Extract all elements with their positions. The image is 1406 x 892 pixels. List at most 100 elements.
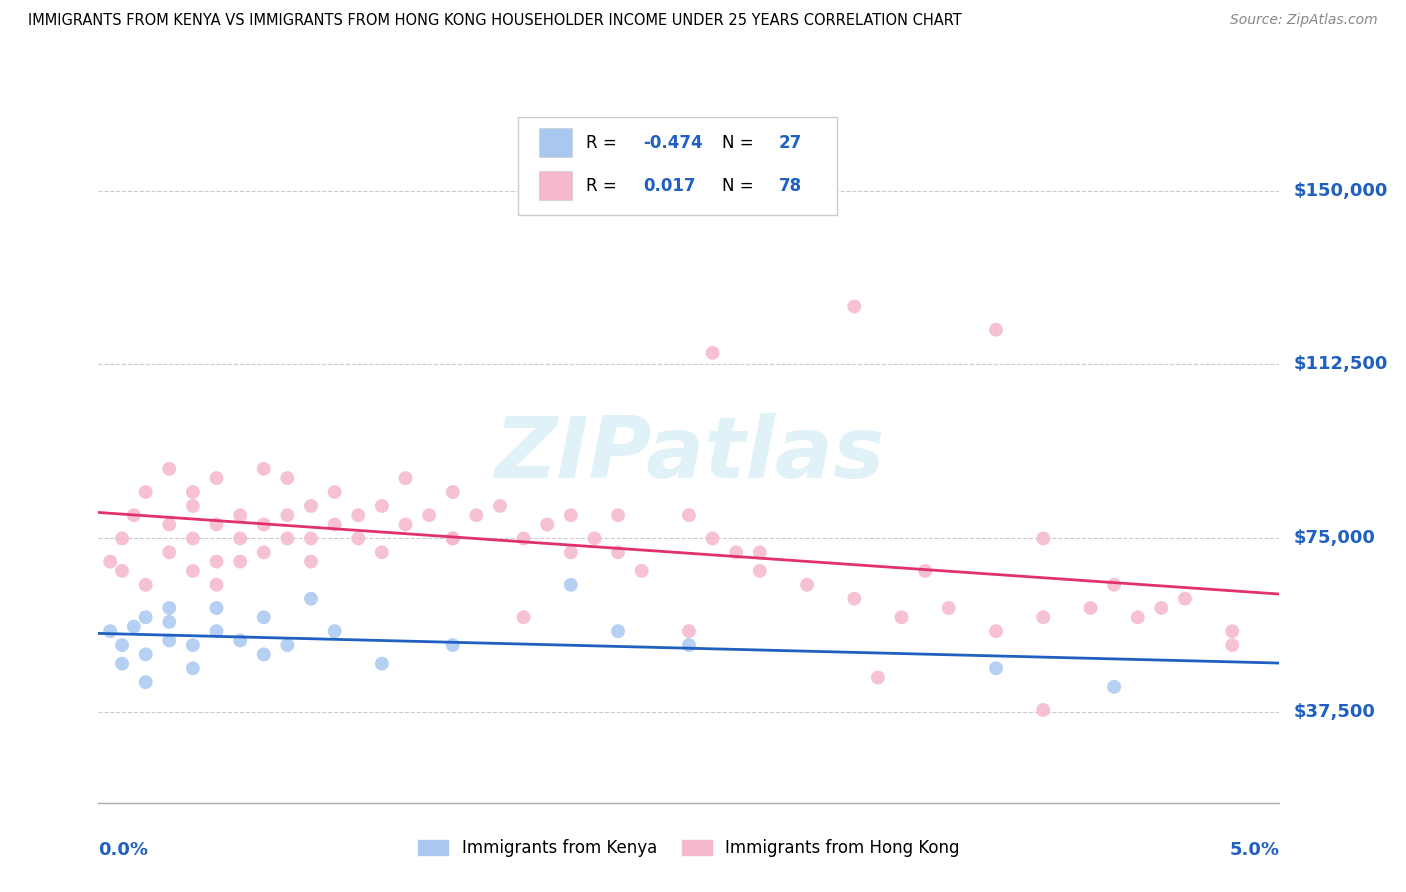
- Point: [560, 508, 582, 523]
- Point: [205, 471, 228, 485]
- Point: [229, 555, 252, 569]
- Point: [607, 545, 630, 559]
- Point: [111, 564, 134, 578]
- Point: [844, 300, 866, 314]
- Point: [371, 545, 394, 559]
- Point: [984, 624, 1007, 639]
- Point: [1174, 591, 1197, 606]
- Point: [914, 564, 936, 578]
- Point: [111, 638, 134, 652]
- Point: [98, 555, 121, 569]
- Point: [465, 508, 488, 523]
- Point: [299, 499, 322, 513]
- Point: [323, 624, 346, 639]
- Point: [276, 471, 298, 485]
- Point: [181, 638, 204, 652]
- Point: [253, 462, 276, 476]
- Text: $75,000: $75,000: [1294, 530, 1375, 548]
- Point: [181, 564, 204, 578]
- Point: [299, 532, 322, 546]
- Point: [157, 462, 180, 476]
- Point: [583, 532, 606, 546]
- Point: [276, 532, 298, 546]
- Point: [371, 499, 394, 513]
- Point: [1102, 680, 1125, 694]
- Point: [796, 578, 818, 592]
- Point: [560, 578, 582, 592]
- FancyBboxPatch shape: [517, 118, 837, 215]
- Point: [135, 578, 157, 592]
- Point: [441, 532, 464, 546]
- Point: [276, 638, 298, 652]
- Text: ZIPatlas: ZIPatlas: [494, 413, 884, 497]
- Point: [702, 532, 724, 546]
- Point: [205, 624, 228, 639]
- Point: [181, 485, 204, 500]
- Point: [253, 610, 276, 624]
- Point: [323, 485, 346, 500]
- Point: [347, 508, 370, 523]
- Point: [347, 532, 370, 546]
- Point: [938, 601, 960, 615]
- Point: [181, 661, 204, 675]
- Text: $37,500: $37,500: [1294, 704, 1375, 722]
- Point: [984, 661, 1007, 675]
- Point: [1080, 601, 1102, 615]
- Point: [181, 499, 204, 513]
- Point: [229, 532, 252, 546]
- Point: [441, 532, 464, 546]
- Point: [1032, 703, 1054, 717]
- Point: [984, 323, 1007, 337]
- Text: $112,500: $112,500: [1294, 356, 1388, 374]
- Point: [122, 619, 145, 633]
- Text: R =: R =: [586, 134, 623, 152]
- Point: [394, 471, 416, 485]
- Point: [253, 648, 276, 662]
- Point: [489, 499, 512, 513]
- Point: [1220, 638, 1243, 652]
- Point: [441, 638, 464, 652]
- Point: [323, 517, 346, 532]
- Text: N =: N =: [723, 134, 759, 152]
- Point: [111, 657, 134, 671]
- Text: 0.0%: 0.0%: [98, 841, 149, 859]
- Point: [157, 545, 180, 559]
- Point: [844, 591, 866, 606]
- Text: 5.0%: 5.0%: [1229, 841, 1279, 859]
- Point: [122, 508, 145, 523]
- Point: [157, 601, 180, 615]
- Text: 0.017: 0.017: [643, 177, 696, 195]
- Point: [748, 545, 770, 559]
- Point: [135, 610, 157, 624]
- Point: [1032, 610, 1054, 624]
- Point: [607, 508, 630, 523]
- Point: [748, 564, 770, 578]
- Point: [98, 624, 121, 639]
- Point: [276, 508, 298, 523]
- Bar: [538, 128, 572, 157]
- Text: Source: ZipAtlas.com: Source: ZipAtlas.com: [1230, 13, 1378, 28]
- Point: [135, 675, 157, 690]
- Y-axis label: Householder Income Under 25 years: Householder Income Under 25 years: [0, 315, 7, 595]
- Point: [205, 601, 228, 615]
- Point: [560, 545, 582, 559]
- Point: [890, 610, 912, 624]
- Point: [181, 532, 204, 546]
- Text: 27: 27: [779, 134, 801, 152]
- Text: -0.474: -0.474: [643, 134, 703, 152]
- Text: R =: R =: [586, 177, 623, 195]
- Point: [253, 545, 276, 559]
- Point: [678, 624, 700, 639]
- Point: [678, 508, 700, 523]
- Point: [299, 555, 322, 569]
- Point: [441, 485, 464, 500]
- Point: [135, 648, 157, 662]
- Point: [512, 610, 534, 624]
- Point: [253, 517, 276, 532]
- Point: [1102, 578, 1125, 592]
- Point: [1220, 624, 1243, 639]
- Text: N =: N =: [723, 177, 759, 195]
- Point: [630, 564, 652, 578]
- Point: [157, 517, 180, 532]
- Point: [157, 615, 180, 629]
